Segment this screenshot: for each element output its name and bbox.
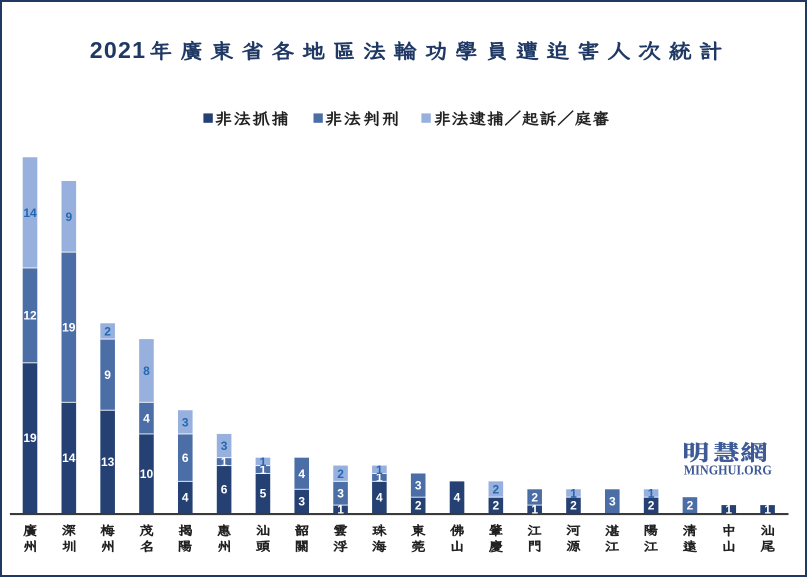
svg-text:2: 2 [415,498,422,512]
svg-text:1: 1 [570,487,577,501]
svg-text:2021: 2021 [90,37,146,63]
svg-text:14: 14 [62,451,76,465]
svg-text:5: 5 [260,487,267,501]
svg-text:1: 1 [764,502,771,516]
svg-text:4: 4 [298,467,305,481]
svg-text:1: 1 [376,471,383,485]
svg-text:6: 6 [182,451,189,465]
svg-text:4: 4 [376,490,383,504]
svg-text:2: 2 [648,498,655,512]
svg-text:1: 1 [260,455,267,469]
svg-text:1: 1 [531,502,538,516]
svg-text:14: 14 [23,206,37,220]
svg-text:3: 3 [182,415,189,429]
svg-text:3: 3 [609,494,616,508]
svg-text:6: 6 [221,483,228,497]
svg-text:4: 4 [143,411,150,425]
svg-text:4: 4 [182,490,189,504]
svg-text:2: 2 [531,490,538,504]
svg-text:19: 19 [62,321,76,335]
svg-text:10: 10 [140,467,154,481]
svg-text:4: 4 [454,490,461,504]
svg-text:2: 2 [337,467,344,481]
svg-text:1: 1 [221,455,228,469]
svg-text:2: 2 [687,498,694,512]
svg-text:9: 9 [65,210,72,224]
svg-text:1: 1 [260,463,267,477]
svg-text:2: 2 [492,498,499,512]
svg-text:19: 19 [23,431,37,445]
svg-text:2: 2 [570,498,577,512]
svg-text:3: 3 [337,487,344,501]
svg-text:2: 2 [492,483,499,497]
svg-text:1: 1 [648,487,655,501]
svg-text:8: 8 [143,364,150,378]
svg-text:1: 1 [376,463,383,477]
svg-text:2: 2 [104,324,111,338]
svg-text:1: 1 [337,502,344,516]
svg-text:13: 13 [101,455,115,469]
svg-text:3: 3 [221,439,228,453]
svg-text:3: 3 [415,479,422,493]
svg-text:12: 12 [23,309,37,323]
svg-text:MINGHUI.ORG: MINGHUI.ORG [684,463,773,478]
svg-text:1: 1 [725,502,732,516]
svg-text:9: 9 [104,368,111,382]
svg-text:3: 3 [298,494,305,508]
